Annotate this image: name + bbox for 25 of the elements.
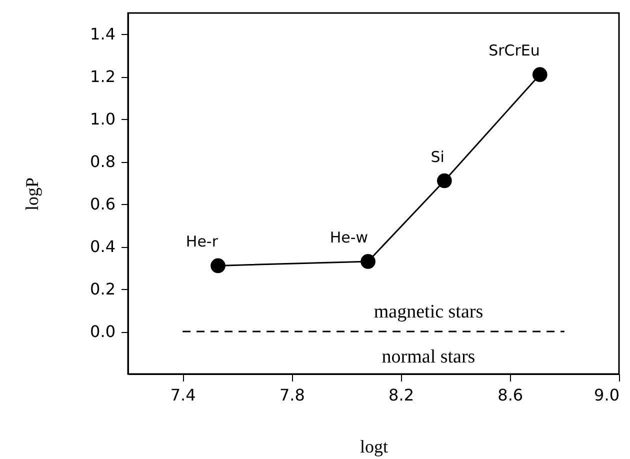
- annotation: He-w: [330, 228, 368, 246]
- y-tick-label: 1.2: [90, 67, 116, 86]
- y-axis-title: logP: [22, 177, 42, 211]
- y-tick-label: 1.0: [90, 110, 116, 129]
- annotation: normal stars: [382, 346, 476, 368]
- point: [210, 258, 226, 274]
- y-tick-label: 0.0: [90, 322, 116, 342]
- x-tick-label: 8.2: [388, 386, 414, 404]
- point: [532, 67, 548, 82]
- x-tick-label: 8.6: [498, 386, 524, 404]
- y-tick-label: 0.4: [90, 237, 116, 256]
- y-tick-label: 0.2: [90, 280, 116, 299]
- point: [360, 254, 376, 269]
- annotation: SrCrEu: [488, 42, 540, 60]
- annotation: magnetic stars: [374, 302, 484, 323]
- x-tick-label: 9.0: [594, 386, 620, 404]
- x-tick-label: 7.8: [279, 386, 305, 404]
- point: [437, 173, 452, 188]
- annotation: Si: [430, 148, 444, 166]
- x-tick-label: 7.4: [170, 386, 196, 404]
- y-tick-label: 0.6: [90, 194, 116, 214]
- y-tick-label: 0.8: [90, 152, 116, 172]
- x-axis-title: logt: [360, 436, 388, 456]
- y-tick-label: 1.4: [90, 24, 116, 44]
- annotation: He-r: [186, 232, 219, 251]
